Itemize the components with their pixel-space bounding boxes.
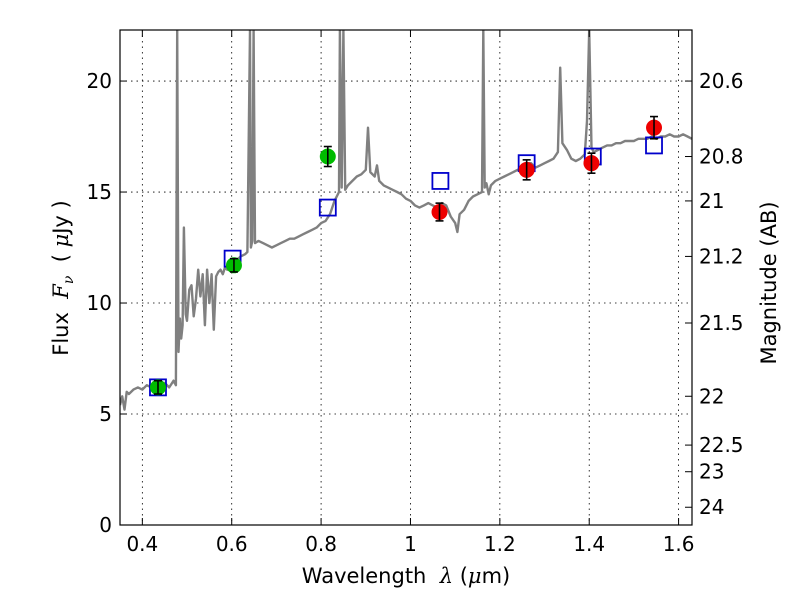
- observed-photometry-layer: [149, 115, 663, 396]
- y-tick-label: 0: [99, 513, 112, 537]
- x-tick-label: 1: [404, 532, 417, 556]
- x-tick-label: 0.4: [126, 532, 158, 556]
- right-tick-label: 22.5: [699, 433, 744, 457]
- right-axis-label: Magnitude (AB): [757, 201, 781, 364]
- right-tick-label: 20.8: [699, 145, 744, 169]
- x-axis-label: Wavelength λ (μm): [302, 564, 510, 588]
- grid-lines: [120, 30, 692, 525]
- plot-frame: [119, 29, 693, 526]
- x-tick-label: 0.6: [216, 532, 248, 556]
- right-tick-label: 21.5: [699, 311, 744, 335]
- y-tick-label: 15: [87, 180, 112, 204]
- x-tick-label: 1.4: [573, 532, 605, 556]
- model-spectrum-layer: [120, 30, 692, 411]
- model-spectrum-line: [120, 30, 692, 411]
- y-tick-label: 10: [87, 291, 112, 315]
- right-tick-label: 20.6: [699, 69, 744, 93]
- x-tick-label: 1.6: [663, 532, 695, 556]
- right-tick-label: 21: [699, 189, 724, 213]
- right-tick-label: 21.2: [699, 244, 744, 268]
- right-tick-label: 22: [699, 384, 724, 408]
- axis-ticks: 0.4 0.6 0.8 1 1.2 1.4 1.6 0 5 10 15 20 20.6 20.8 21 21.…: [87, 30, 744, 556]
- y-tick-label: 20: [87, 69, 112, 93]
- x-tick-label: 0.8: [305, 532, 337, 556]
- right-tick-label: 24: [699, 495, 724, 519]
- right-tick-label: 23: [699, 460, 724, 484]
- x-tick-label: 1.2: [484, 532, 516, 556]
- y-axis-label: Flux Fν ( μJy ): [49, 200, 77, 355]
- model-photometry-square: [318, 198, 337, 217]
- model-photometry-square: [431, 172, 450, 190]
- y-tick-label: 5: [99, 402, 112, 426]
